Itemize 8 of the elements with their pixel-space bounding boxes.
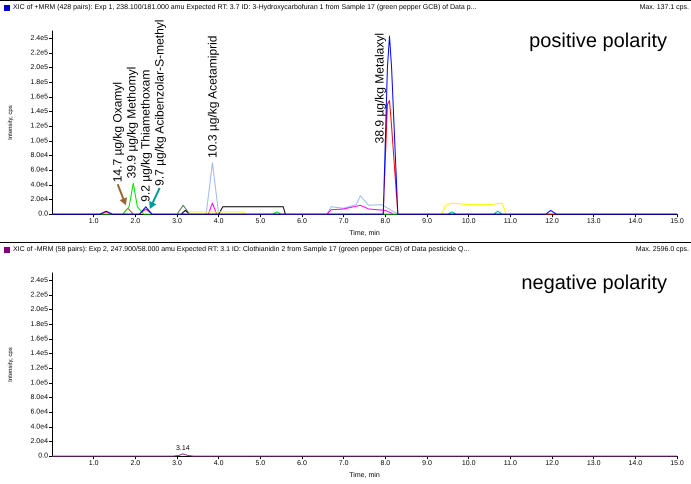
annotation: 9.7 µg/kg Acibenzolar-S-methyl xyxy=(152,20,167,186)
annotation: positive polarity xyxy=(529,30,667,52)
annotation: 14.7 µg/kg Oxamyl xyxy=(110,82,125,182)
annotation: 10.3 µg/kg Acetamiprid xyxy=(205,36,220,158)
annotation: 9.2 µg/kg Thiamethoxam xyxy=(138,70,153,202)
annotation: negative polarity xyxy=(521,272,668,294)
annotation: 38.9 µg/kg Metalaxyl xyxy=(372,33,386,144)
annotation: 39.9 µg/kg Methomyl xyxy=(124,66,139,178)
